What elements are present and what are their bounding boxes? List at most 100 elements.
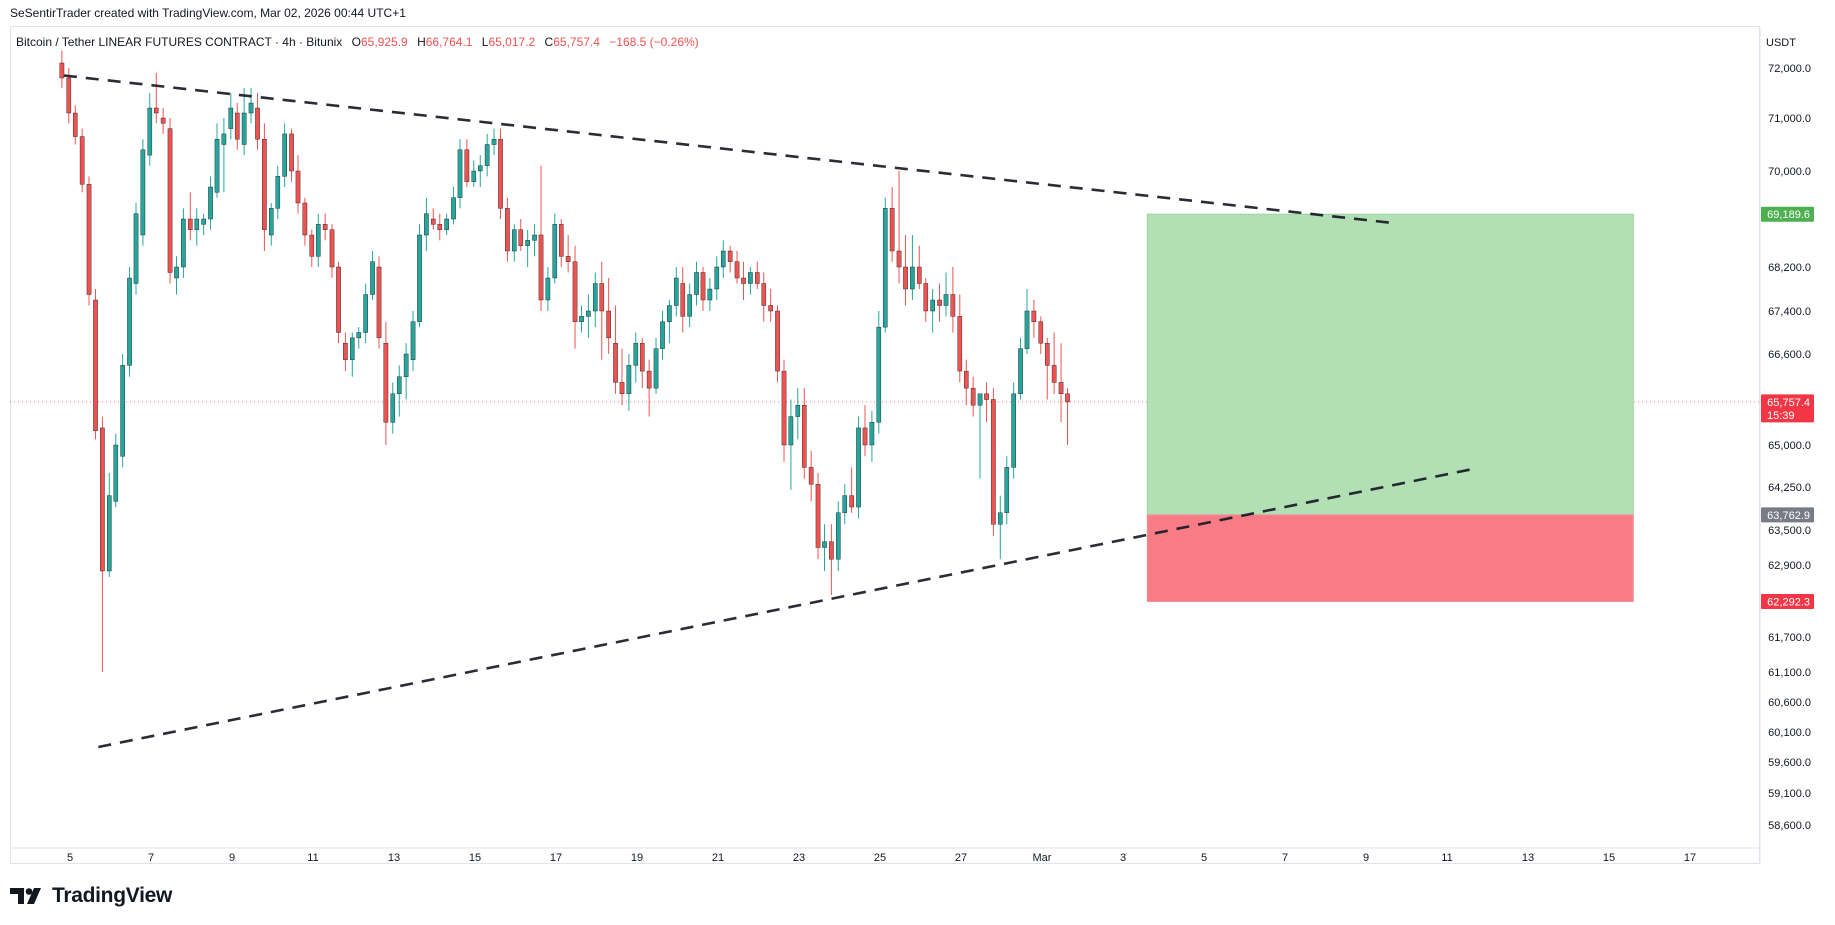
candle (768, 289, 773, 322)
candle (748, 267, 753, 295)
position-zones[interactable] (1146, 213, 1634, 602)
candle-body (167, 128, 173, 273)
candle-body (505, 208, 510, 252)
close-label: C (544, 35, 554, 49)
candle-body (464, 149, 470, 182)
candle (619, 348, 625, 406)
candle (660, 311, 665, 360)
axis-currency-label[interactable]: USDT (1766, 37, 1796, 49)
candle-body (720, 250, 726, 268)
price-tick-label: 63,500.0 (1768, 525, 1811, 537)
price-tick-label: 70,000.0 (1768, 166, 1811, 178)
price-tick-label: 58,600.0 (1768, 820, 1811, 832)
stop-zone[interactable] (1146, 514, 1634, 602)
candle (214, 123, 220, 198)
candle-body (1051, 365, 1057, 383)
symbol-name[interactable]: Bitcoin / Tether LINEAR FUTURES CONTRACT… (16, 35, 343, 49)
candle-body (667, 305, 672, 322)
high-value: 66,764.1 (425, 35, 473, 49)
candle-body (923, 283, 929, 312)
price-tag-label: 63,762.9 (1767, 510, 1810, 522)
candle-body (937, 299, 942, 306)
candle-body (59, 62, 65, 79)
candle (829, 524, 834, 595)
trendline-lower[interactable] (98, 467, 1476, 749)
candle-body (707, 288, 713, 301)
candle (430, 208, 436, 230)
candle-body (592, 283, 598, 312)
price-tick-label: 59,100.0 (1768, 788, 1811, 800)
target-zone[interactable] (1146, 213, 1634, 516)
candle (1011, 382, 1016, 479)
candle (815, 473, 821, 560)
candle-body (376, 266, 382, 339)
candle-body (984, 393, 989, 400)
candle (720, 240, 726, 278)
price-tick-label: 67,400.0 (1768, 306, 1811, 318)
candle (579, 305, 584, 333)
candle-body (289, 133, 294, 172)
candle (120, 354, 125, 468)
candle-body (943, 294, 949, 306)
candle (370, 251, 375, 300)
candle-body (457, 149, 463, 198)
candle (916, 245, 922, 289)
date-tick-label: 23 (793, 852, 805, 864)
candle (626, 354, 632, 411)
trendline-upper[interactable] (63, 74, 1391, 225)
candle-body (801, 404, 807, 468)
candle (322, 213, 328, 241)
candle (349, 332, 355, 377)
candle-body (869, 422, 875, 446)
candle-body (815, 484, 821, 548)
candle (444, 213, 449, 235)
candle (153, 73, 159, 124)
candle-body (808, 467, 814, 485)
candle (910, 235, 915, 300)
candle (869, 410, 875, 462)
candle-body (910, 266, 915, 290)
candle-body (1065, 393, 1070, 403)
candle (437, 213, 443, 241)
candle-body (727, 250, 733, 262)
candle-body (201, 218, 206, 225)
candle (970, 376, 976, 417)
candle-body (106, 495, 112, 572)
candle (174, 256, 179, 295)
candle-body (302, 202, 308, 236)
candle (545, 267, 551, 311)
candle-body (781, 370, 787, 446)
candle (950, 267, 956, 333)
candle-body (606, 310, 611, 339)
candle (957, 294, 963, 383)
time-axis[interactable]: 5 7 9 11 13 15 17 19 21 23 25 27 Mar 3 5 7 9 11 13 15 17 (67, 852, 1696, 864)
candle (201, 213, 206, 235)
price-tick-label: 72,000.0 (1768, 63, 1811, 75)
candle-body (511, 229, 517, 252)
candle-body (930, 299, 935, 312)
candle-body (997, 512, 1003, 525)
candle-body (829, 541, 834, 560)
price-tick-label: 60,600.0 (1768, 697, 1811, 709)
candle (842, 484, 848, 525)
candle-body (1038, 321, 1044, 344)
candle (606, 278, 611, 354)
candle-body (579, 316, 584, 322)
candle (856, 416, 861, 519)
candle (484, 133, 490, 177)
candle (923, 278, 929, 322)
candle-body (241, 112, 247, 145)
candle (187, 192, 193, 241)
candle-body (410, 321, 416, 360)
candle-body (957, 316, 963, 372)
candle (248, 88, 254, 124)
tradingview-logo[interactable]: TradingView (10, 884, 172, 908)
candle-body (754, 272, 760, 284)
price-axis[interactable]: 72,000.0 71,000.0 70,000.0 68,200.0 67,400.0… (1768, 63, 1811, 832)
candle-body (525, 240, 530, 246)
candle (653, 337, 659, 394)
symbol-legend[interactable]: Bitcoin / Tether LINEAR FUTURES CONTRACT… (16, 35, 699, 49)
candle-body (383, 343, 389, 423)
trendlines-layer[interactable] (63, 74, 1476, 749)
